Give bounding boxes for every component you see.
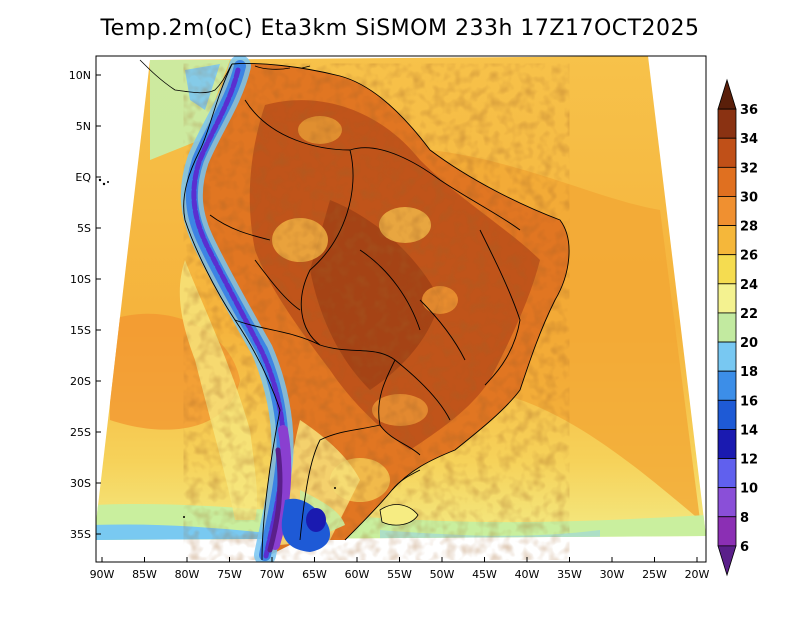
colorbar-label: 12 — [740, 453, 758, 468]
map-frame — [95, 55, 707, 563]
colorbar-label: 34 — [740, 132, 758, 147]
longitude-axis: 90W 85W 80W 75W 70W 65W 60W 55W 50W 45W 40W 35W 30W 2… — [90, 557, 710, 581]
colorbar-bin — [717, 487, 737, 518]
lon-tick-label: 65W — [302, 568, 327, 581]
latitude-axis: 10N 5N EQ 5S 10S 15S 20S 25S 30S 35S — [69, 69, 101, 541]
colorbar-label: 24 — [740, 278, 758, 293]
lat-tick-label: 35S — [70, 528, 91, 541]
colorbar-bin — [717, 196, 737, 226]
map-title: Temp.2m(oC) Eta3km SiSMOM 233h 17Z17OCT2… — [100, 16, 700, 41]
lat-tick-label: 20S — [70, 375, 91, 388]
colorbar-label: 26 — [740, 249, 758, 264]
colorbar-label: 16 — [740, 394, 758, 409]
island-dots — [98, 178, 336, 518]
colorbar-bin — [717, 254, 737, 285]
political-borders — [183, 63, 570, 561]
lon-tick-label: 40W — [515, 568, 540, 581]
colorbar-bin — [717, 370, 737, 401]
colorbar-label: 14 — [740, 423, 758, 438]
lon-tick-label: 25W — [642, 568, 667, 581]
colorbar-bin — [717, 225, 737, 256]
lon-tick-label: 75W — [217, 568, 242, 581]
colorbar-label: 30 — [740, 190, 758, 205]
lon-tick-label: 30W — [600, 568, 625, 581]
lon-tick-label: 85W — [132, 568, 157, 581]
lat-tick-label: 15S — [70, 324, 91, 337]
colorbar-label: 18 — [740, 365, 758, 380]
lon-tick-label: 45W — [472, 568, 497, 581]
colorbar-bin — [717, 458, 737, 489]
colorbar-label: 36 — [740, 103, 758, 118]
caribbean-coast — [139, 59, 311, 94]
colorbar-label: 20 — [740, 336, 758, 351]
lon-tick-label: 80W — [175, 568, 200, 581]
colorbar-bin — [717, 166, 737, 197]
colorbar-bin — [717, 283, 737, 314]
lat-tick-label: 5S — [77, 222, 91, 235]
colorbar-bin — [717, 108, 737, 139]
lat-tick-label: 10S — [70, 273, 91, 286]
colorbar-label: 10 — [740, 482, 758, 497]
lon-tick-label: 90W — [90, 568, 115, 581]
colorbar-bin — [717, 516, 737, 547]
map-area — [96, 56, 706, 562]
temperature-colorbar: 36 34 32 30 28 26 24 22 20 18 16 14 12 10 8 6 — [717, 78, 758, 577]
colorbar-label: 6 — [740, 540, 749, 555]
colorbar-bin — [717, 399, 737, 430]
colorbar-bin — [717, 312, 737, 343]
colorbar-label: 22 — [740, 307, 758, 322]
lon-tick-label: 55W — [387, 568, 412, 581]
lon-tick-label: 35W — [557, 568, 582, 581]
lat-tick-label: EQ — [75, 171, 91, 184]
lat-tick-label: 10N — [69, 69, 91, 82]
lon-tick-label: 50W — [430, 568, 455, 581]
colorbar-bin — [717, 341, 737, 372]
colorbar-label: 32 — [740, 161, 758, 176]
colorbar-label: 8 — [740, 511, 749, 526]
lat-tick-label: 25S — [70, 426, 91, 439]
colorbar-bin — [717, 137, 737, 168]
lat-tick-label: 30S — [70, 477, 91, 490]
colorbar-label: 28 — [740, 220, 758, 235]
colorbar-bottom-arrow — [717, 545, 737, 577]
colorbar-bin — [717, 429, 737, 459]
colorbar-top-arrow — [717, 78, 737, 110]
lat-tick-label: 5N — [76, 120, 91, 133]
lon-tick-label: 60W — [345, 568, 370, 581]
lon-tick-label: 70W — [260, 568, 285, 581]
lon-tick-label: 20W — [685, 568, 710, 581]
